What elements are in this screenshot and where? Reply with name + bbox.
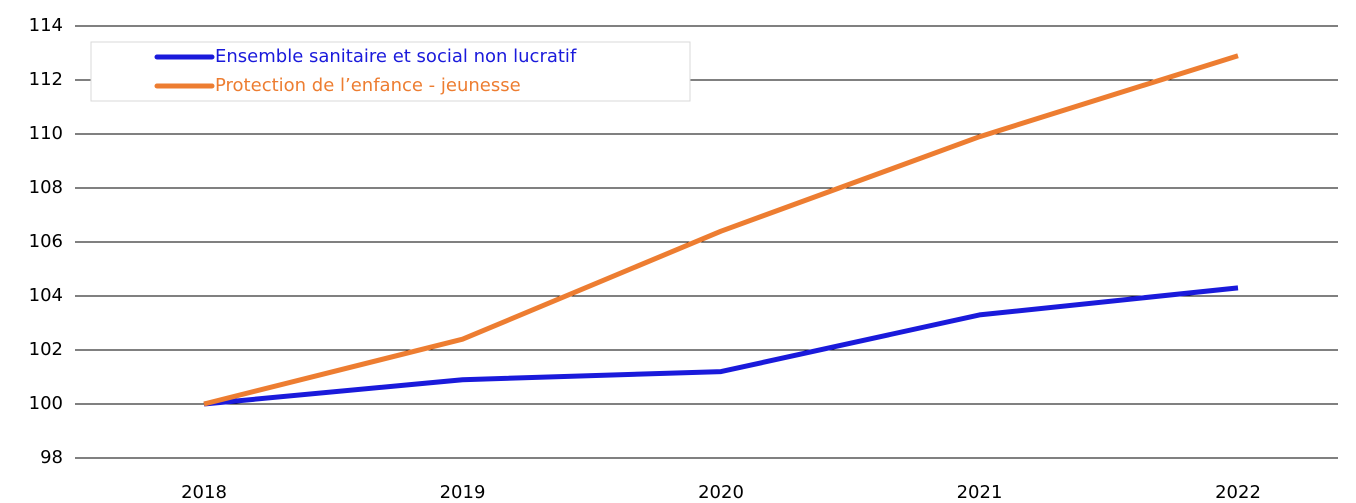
legend: Ensemble sanitaire et social non lucrati… bbox=[90, 41, 691, 102]
y-tick-label: 108 bbox=[29, 177, 63, 198]
legend-label: Protection de l’enfance - jeunesse bbox=[215, 75, 521, 96]
y-tick-label: 98 bbox=[40, 447, 63, 468]
legend-label: Ensemble sanitaire et social non lucrati… bbox=[215, 46, 577, 67]
x-tick-label: 2022 bbox=[1215, 482, 1261, 503]
y-tick-label: 114 bbox=[29, 15, 63, 36]
y-tick-label: 102 bbox=[29, 339, 63, 360]
y-tick-label: 104 bbox=[29, 285, 63, 306]
y-tick-label: 112 bbox=[29, 69, 63, 90]
series-line bbox=[203, 285, 1239, 407]
y-tick-label: 100 bbox=[29, 393, 63, 414]
y-tick-label: 110 bbox=[29, 123, 63, 144]
x-tick-label: 2019 bbox=[440, 482, 486, 503]
legend-box bbox=[90, 41, 691, 102]
series-line bbox=[203, 53, 1239, 407]
x-tick-label: 2018 bbox=[181, 482, 227, 503]
x-tick-label: 2020 bbox=[698, 482, 744, 503]
x-tick-label: 2021 bbox=[957, 482, 1003, 503]
y-tick-label: 106 bbox=[29, 231, 63, 252]
